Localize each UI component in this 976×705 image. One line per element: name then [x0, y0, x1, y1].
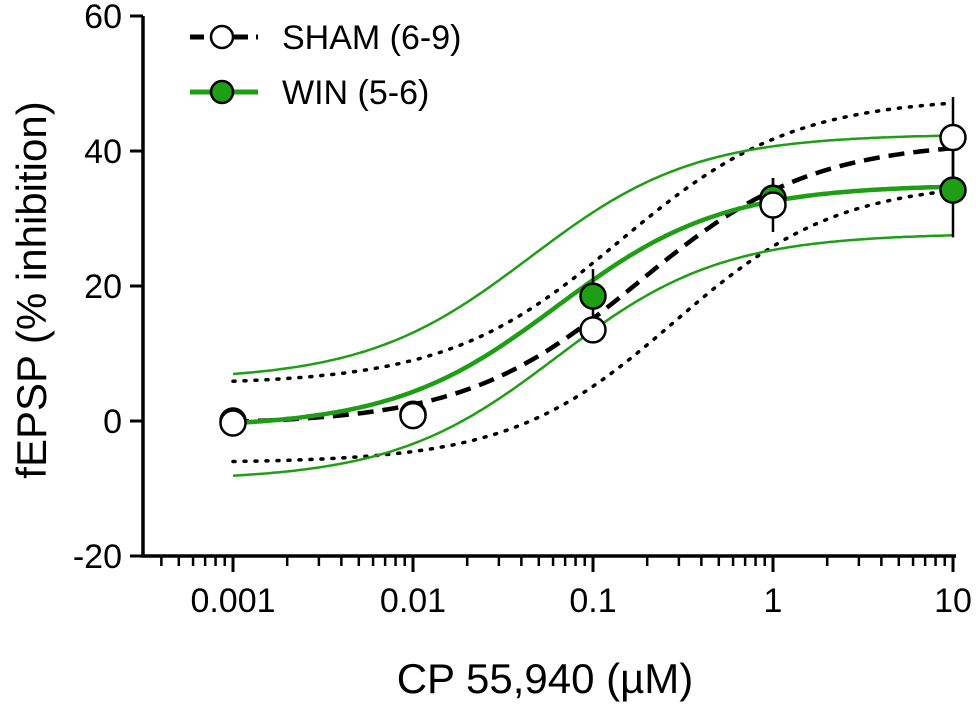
sham-data-point — [939, 123, 967, 152]
x-tick-label: 10 — [934, 582, 972, 620]
legend-sham-label: SHAM (6-9) — [282, 19, 461, 57]
y-axis-title: fEPSP (% inhibition) — [8, 101, 55, 478]
legend: SHAM (6-9) WIN (5-6) — [190, 19, 461, 112]
sham-ci-lower-curve — [231, 188, 955, 464]
y-tick-label: 40 — [84, 133, 122, 171]
legend-sham-marker — [209, 24, 235, 50]
x-tick-label: 0.001 — [190, 582, 275, 620]
sham-data-point — [219, 409, 247, 437]
legend-win-marker — [209, 79, 235, 105]
x-axis-ticks: 0.001 0.01 0.1 1 10 — [160, 556, 972, 620]
y-tick-label: 20 — [84, 268, 122, 306]
win-data-point — [579, 282, 607, 310]
y-tick-label: -20 — [73, 538, 122, 576]
legend-win-label: WIN (5-6) — [282, 74, 429, 112]
x-tick-label: 1 — [764, 582, 783, 620]
sham-data-point — [759, 191, 787, 219]
sham-ci-upper-curve — [231, 101, 955, 383]
win-ci-upper-curve — [232, 134, 953, 376]
x-tick-label: 0.01 — [380, 582, 446, 620]
y-axis-ticks: -20 0 20 40 60 — [73, 0, 143, 576]
x-axis-title: CP 55,940 (µM) — [397, 655, 694, 702]
y-tick-label: 0 — [103, 403, 122, 441]
x-tick-label: 0.1 — [569, 582, 616, 620]
y-tick-label: 60 — [84, 0, 122, 36]
sham-data-point — [399, 401, 427, 430]
win-data-point — [939, 176, 967, 204]
sham-data-point — [579, 316, 607, 344]
data-points — [219, 123, 967, 437]
